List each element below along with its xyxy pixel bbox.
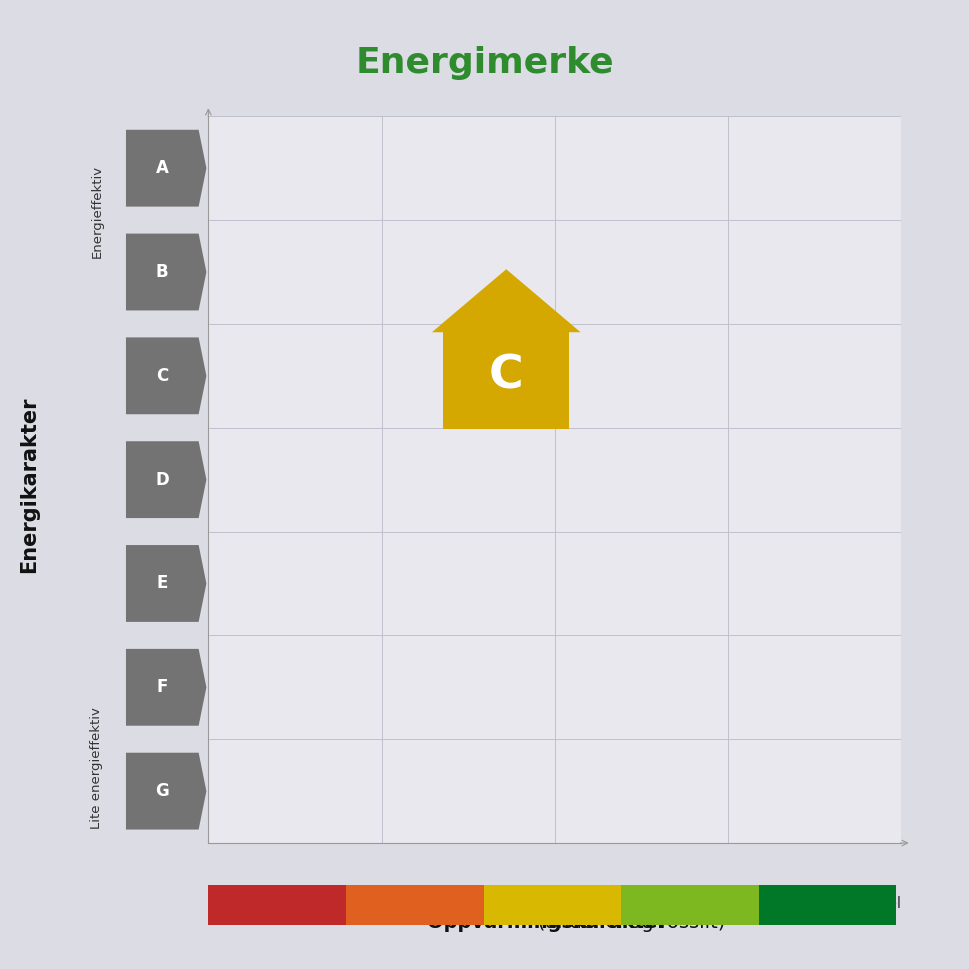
Text: Lav andel: Lav andel bbox=[830, 896, 901, 911]
Text: A: A bbox=[156, 159, 169, 177]
Text: D: D bbox=[155, 471, 170, 488]
Text: Høy andel: Høy andel bbox=[208, 896, 282, 911]
Text: C: C bbox=[156, 367, 169, 385]
Text: Lite energieffektiv: Lite energieffektiv bbox=[90, 707, 104, 829]
Text: C: C bbox=[489, 354, 523, 398]
Text: Energimerke: Energimerke bbox=[356, 46, 613, 80]
Text: F: F bbox=[157, 678, 168, 697]
Text: B: B bbox=[156, 263, 169, 281]
Text: E: E bbox=[157, 575, 168, 592]
Text: Energieffektiv: Energieffektiv bbox=[90, 165, 104, 258]
Text: G: G bbox=[155, 782, 170, 800]
Text: Energikarakter: Energikarakter bbox=[19, 396, 39, 573]
Text: (andel el og fossilt): (andel el og fossilt) bbox=[369, 913, 726, 932]
Text: Oppvarmingskarakter: Oppvarmingskarakter bbox=[427, 913, 668, 932]
